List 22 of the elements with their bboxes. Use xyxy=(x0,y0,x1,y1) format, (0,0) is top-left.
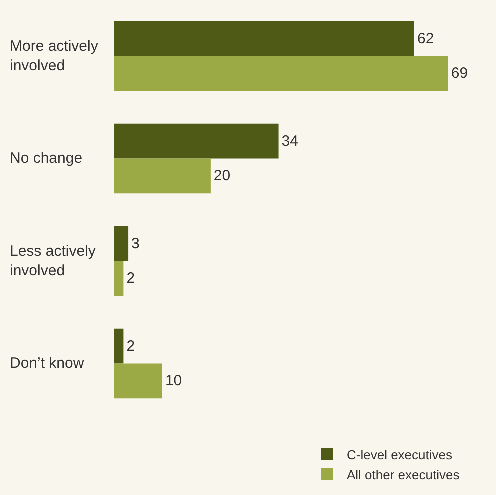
bar xyxy=(114,158,211,194)
data-label: 34 xyxy=(282,132,298,150)
legend-label: All other executives xyxy=(347,468,460,483)
data-label: 3 xyxy=(132,235,140,252)
data-label: 10 xyxy=(165,372,182,390)
bar xyxy=(114,261,124,296)
bar xyxy=(114,226,129,262)
data-label: 2 xyxy=(126,338,136,355)
legend-label: C-level executives xyxy=(347,448,453,463)
bar xyxy=(114,328,124,364)
y-tick-label: Don’t know xyxy=(10,355,84,372)
data-label: 62 xyxy=(417,30,434,48)
data-label: 2 xyxy=(126,270,136,288)
bar xyxy=(114,124,279,159)
y-tick-label: More actively involved xyxy=(10,38,99,74)
bar xyxy=(114,56,448,92)
bar xyxy=(114,364,162,399)
data-label: 69 xyxy=(451,65,468,82)
y-tick-label: No change xyxy=(10,150,83,167)
data-label: 20 xyxy=(214,168,231,185)
bar xyxy=(114,21,414,56)
y-tick-label: Less actively involved xyxy=(10,243,96,280)
